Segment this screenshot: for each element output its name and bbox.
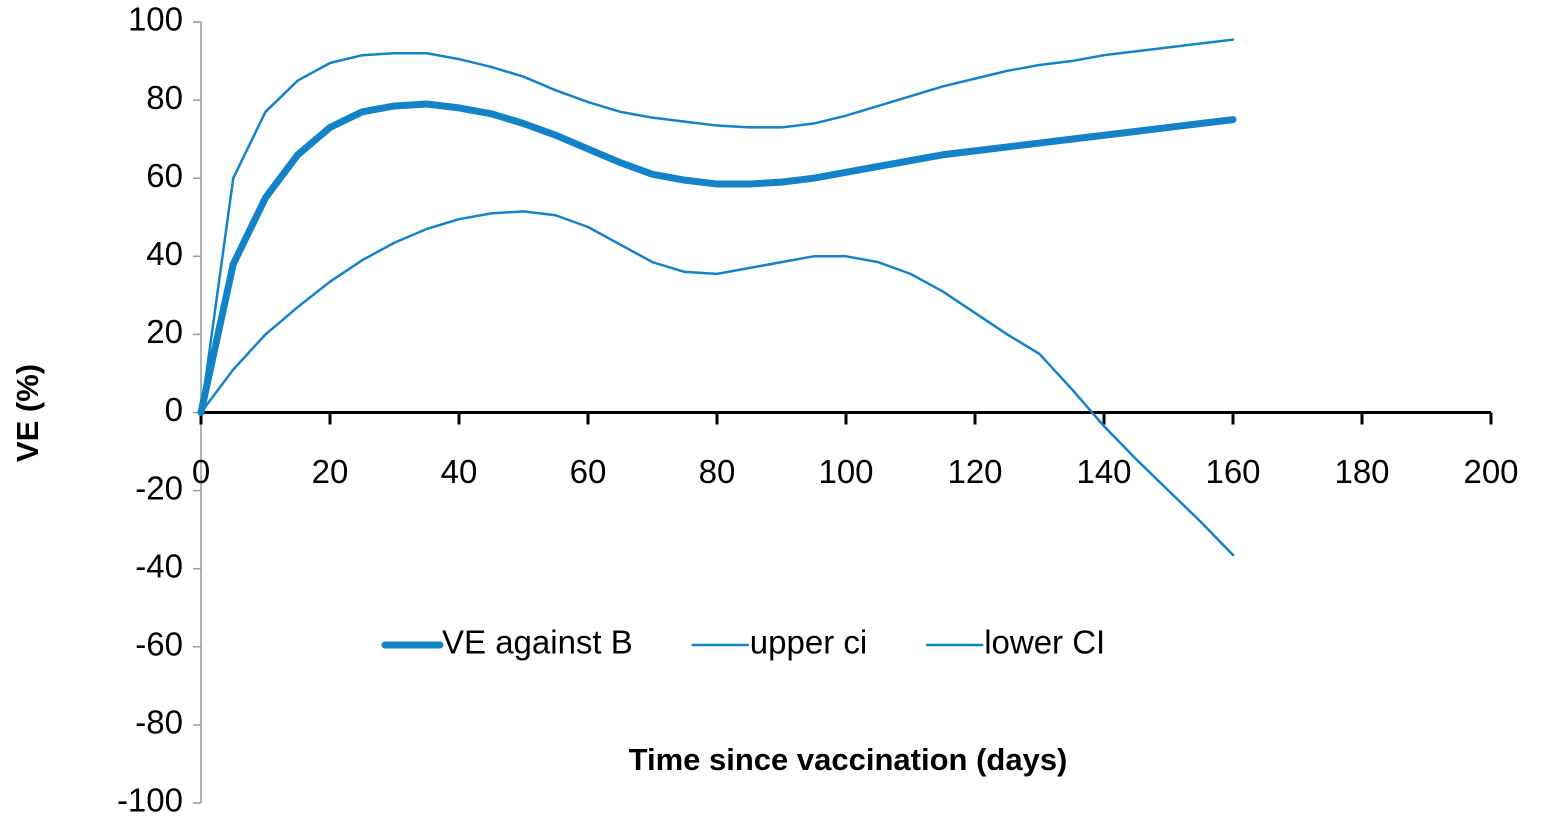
x-tick-label: 20	[312, 453, 349, 490]
series-line	[199, 210, 1235, 557]
x-tick-label: 60	[570, 453, 607, 490]
y-tick-label: -20	[135, 469, 183, 506]
series-line	[199, 38, 1235, 414]
y-axis-title: VE (%)	[10, 364, 45, 462]
y-tick-label: -100	[117, 782, 183, 819]
legend-label: lower CI	[984, 624, 1105, 661]
y-tick-label: -80	[135, 704, 183, 741]
x-tick-label: 180	[1334, 453, 1389, 490]
x-axis-title: Time since vaccination (days)	[629, 742, 1068, 777]
x-tick-label: 120	[947, 453, 1002, 490]
x-tick-label: 100	[818, 453, 873, 490]
y-tick-label: -40	[135, 547, 183, 584]
series-line	[197, 100, 1237, 416]
y-tick-label: 40	[146, 235, 183, 272]
x-tick-label: 200	[1463, 453, 1518, 490]
x-tick-label: 140	[1076, 453, 1131, 490]
y-tick-label: 20	[146, 313, 183, 350]
y-tick-label: -60	[135, 626, 183, 663]
y-tick-label: 100	[128, 1, 183, 38]
legend-label: VE against B	[442, 624, 633, 661]
y-tick-label: 0	[165, 391, 183, 428]
legend-label: upper ci	[750, 624, 867, 661]
x-tick-label: 0	[192, 453, 210, 490]
x-tick-label: 80	[699, 453, 736, 490]
x-tick-label: 160	[1205, 453, 1260, 490]
x-tick-label: 40	[441, 453, 478, 490]
y-tick-label: 80	[146, 79, 183, 116]
y-tick-label: 60	[146, 157, 183, 194]
